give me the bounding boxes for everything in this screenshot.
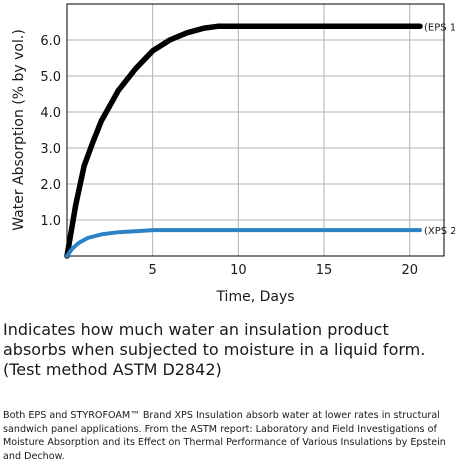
source-note: Both EPS and STYROFOAM™ Brand XPS Insula… — [3, 410, 446, 462]
x-axis-label: Time, Days — [215, 289, 294, 305]
absorption-chart: 5 10 15 20 1.0 2.0 3.0 4.0 5.0 6.0 (EPS 1 pcf) (XP… — [11, 3, 455, 305]
y-tick-label: 4.0 — [40, 106, 61, 121]
series-label: (EPS 1 pcf) — [424, 22, 455, 33]
x-tick-label: 5 — [149, 263, 157, 278]
y-tick-label: 5.0 — [40, 70, 61, 85]
y-tick-label: 6.0 — [40, 34, 61, 49]
series-line — [64, 23, 423, 259]
chart-description: Indicates how much water an insulation p… — [3, 320, 426, 379]
series-label: (XPS 2.3 pcf) — [424, 226, 455, 237]
series-lines — [64, 23, 423, 259]
plot-frame — [66, 3, 445, 257]
axis-ticks: 5 10 15 20 1.0 2.0 3.0 4.0 5.0 6.0 — [40, 34, 418, 278]
x-tick-label: 10 — [230, 263, 247, 278]
y-tick-label: 3.0 — [40, 142, 61, 157]
series-labels: (EPS 1 pcf) (XPS 2.3 pcf) — [424, 22, 455, 237]
series-line — [65, 228, 422, 258]
y-tick-label: 2.0 — [40, 178, 61, 193]
x-tick-label: 15 — [316, 263, 333, 278]
x-tick-label: 20 — [401, 263, 418, 278]
y-axis-label: Water Absorption (% by vol.) — [11, 29, 27, 231]
y-tick-label: 1.0 — [40, 214, 61, 229]
grid-lines — [67, 4, 444, 256]
